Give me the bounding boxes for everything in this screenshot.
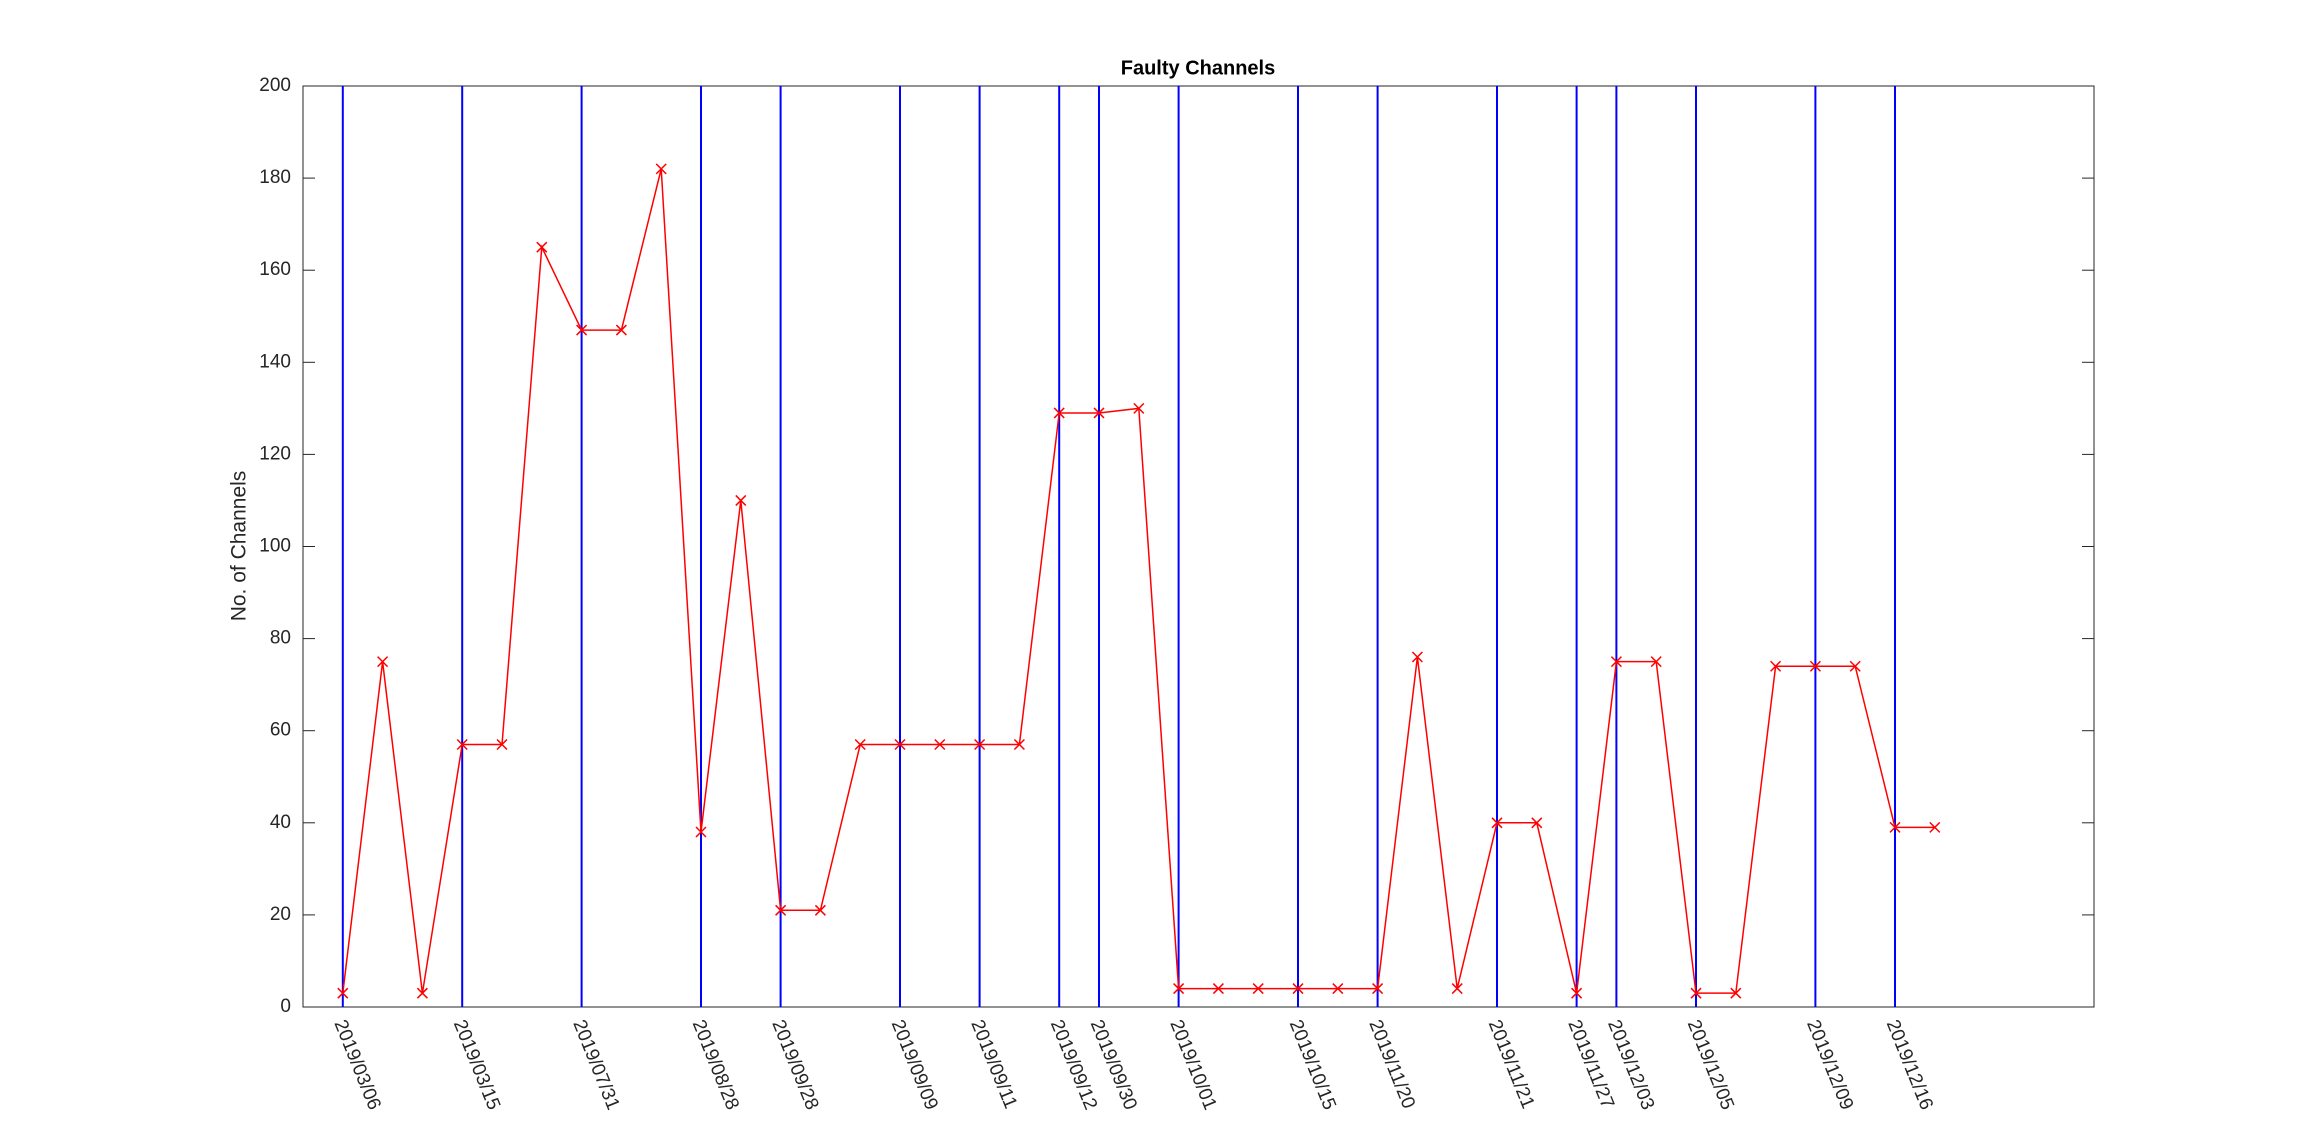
- data-marker: [1053, 407, 1065, 419]
- data-marker: [1292, 983, 1304, 995]
- data-marker: [1093, 407, 1105, 419]
- data-marker: [854, 738, 866, 751]
- data-marker: [1411, 651, 1423, 663]
- data-marker: [894, 738, 906, 751]
- data-marker: [1610, 656, 1622, 668]
- y-tick-label: 20: [270, 904, 291, 925]
- data-marker: [814, 904, 826, 916]
- data-marker: [934, 738, 946, 751]
- y-tick-label: 0: [280, 996, 291, 1017]
- data-marker: [735, 494, 747, 506]
- data-marker: [775, 904, 787, 916]
- data-marker: [1650, 656, 1662, 668]
- y-tick-label: 140: [259, 351, 291, 372]
- data-marker: [1133, 402, 1145, 414]
- y-tick-label: 200: [259, 75, 291, 96]
- data-marker: [615, 324, 627, 336]
- data-marker: [536, 241, 548, 253]
- data-marker: [1690, 987, 1702, 999]
- y-tick-label: 60: [270, 720, 291, 741]
- y-tick-label: 180: [259, 167, 291, 188]
- y-tick-label: 160: [259, 259, 291, 280]
- data-marker: [1809, 660, 1821, 672]
- data-marker: [655, 163, 667, 175]
- data-marker: [1849, 660, 1861, 672]
- chart-title: Faulty Channels: [1121, 57, 1275, 79]
- y-axis-label: No. of Channels: [228, 471, 251, 622]
- data-marker: [1173, 983, 1185, 995]
- data-marker: [695, 826, 707, 838]
- data-marker: [1491, 817, 1503, 829]
- data-marker: [974, 738, 986, 751]
- data-marker: [1212, 983, 1224, 995]
- data-marker: [1889, 821, 1901, 833]
- y-tick-label: 40: [270, 812, 291, 833]
- y-tick-label: 80: [270, 628, 291, 649]
- data-marker: [496, 738, 508, 751]
- data-marker: [1332, 983, 1344, 995]
- data-marker: [1929, 821, 1941, 833]
- data-marker: [377, 656, 389, 668]
- y-tick-label: 120: [259, 443, 291, 464]
- data-marker: [456, 738, 468, 751]
- data-marker: [1252, 983, 1264, 995]
- data-marker: [1770, 660, 1782, 672]
- data-marker: [1571, 987, 1583, 999]
- data-marker: [337, 987, 349, 999]
- y-tick-label: 100: [259, 536, 291, 557]
- data-marker: [1013, 738, 1025, 751]
- data-marker: [1372, 983, 1384, 995]
- data-marker: [1451, 983, 1463, 995]
- data-marker: [1531, 817, 1543, 829]
- data-marker: [416, 987, 428, 999]
- data-marker: [576, 324, 588, 336]
- data-marker: [1730, 987, 1742, 999]
